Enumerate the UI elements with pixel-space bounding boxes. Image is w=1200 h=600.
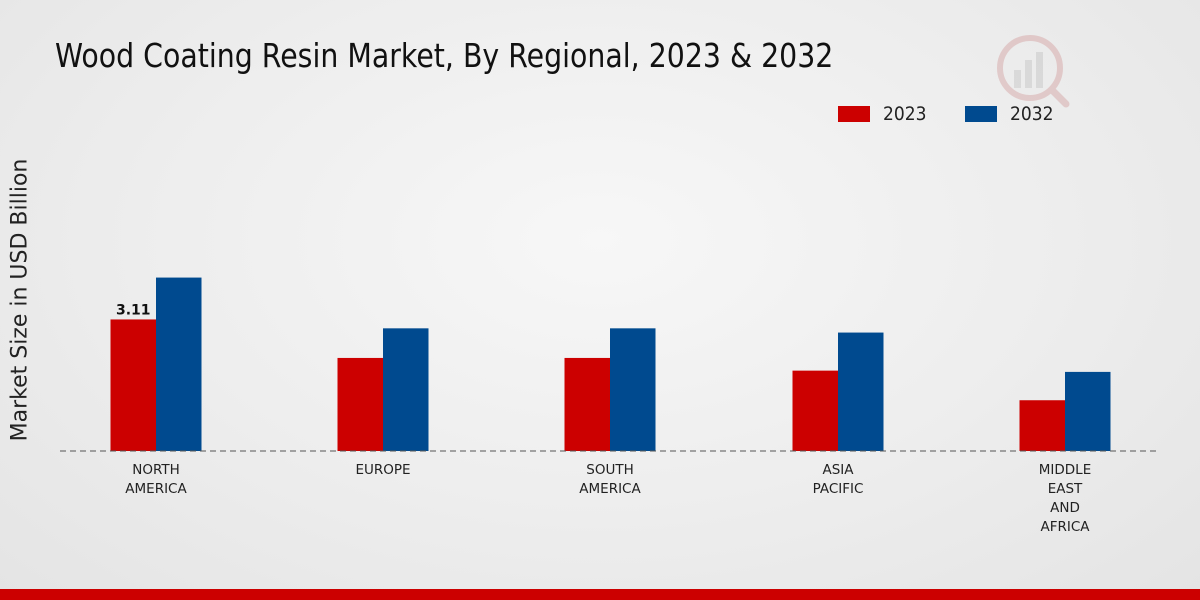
legend: 2023 2032 <box>838 103 1093 125</box>
legend-swatch-2023 <box>838 106 870 122</box>
bar-2023-4 <box>1019 400 1065 451</box>
x-tick-label-4: MIDDLE EAST AND AFRICA <box>1039 462 1091 535</box>
x-tick-label-line: NORTH <box>132 462 180 478</box>
x-tick-label-line: SOUTH <box>586 462 633 478</box>
x-tick-label-2: SOUTH AMERICA <box>579 462 641 497</box>
x-tick-label-line: MIDDLE <box>1039 462 1091 478</box>
bar-2032-4 <box>1065 371 1111 451</box>
footer-accent-bar <box>0 589 1200 600</box>
brand-logo-icon <box>997 35 1070 108</box>
bar-2032-1 <box>383 328 429 451</box>
x-tick-label-line: AMERICA <box>125 481 187 497</box>
bar-2023-0 <box>110 319 156 451</box>
x-tick-label-line: ASIA <box>822 462 854 478</box>
chart-title: Wood Coating Resin Market, By Regional, … <box>55 36 834 75</box>
x-tick-label-line: PACIFIC <box>813 481 864 497</box>
bar-2023-2 <box>564 357 610 451</box>
bar-2032-3 <box>838 332 884 451</box>
x-tick-label-1: EUROPE <box>355 462 410 478</box>
x-tick-label-line: AFRICA <box>1040 519 1090 535</box>
legend-label-2023: 2023 <box>883 103 927 125</box>
bar-2032-0 <box>156 277 202 451</box>
data-label-0: 3.11 <box>116 302 151 318</box>
bar-2023-1 <box>337 357 383 451</box>
legend-label-2032: 2032 <box>1010 103 1054 125</box>
bar-2023-3 <box>792 370 838 451</box>
bar-2032-2 <box>610 328 656 451</box>
x-tick-label-line: EUROPE <box>355 462 410 478</box>
x-tick-label-0: NORTH AMERICA <box>125 462 187 497</box>
x-tick-label-line: AND <box>1050 500 1080 516</box>
bars-group <box>110 277 1111 451</box>
x-tick-label-line: EAST <box>1048 481 1083 497</box>
legend-swatch-2032 <box>965 106 998 122</box>
x-tick-labels: NORTH AMERICA EUROPE SOUTH AMERICA ASIA PACIFI… <box>125 462 1091 535</box>
x-tick-label-line: AMERICA <box>579 481 641 497</box>
legend-item-2023: 2023 <box>838 103 931 125</box>
data-labels: 3.11 <box>116 302 151 318</box>
x-tick-label-3: ASIA PACIFIC <box>813 462 864 497</box>
legend-item-2032: 2032 <box>965 103 1058 125</box>
